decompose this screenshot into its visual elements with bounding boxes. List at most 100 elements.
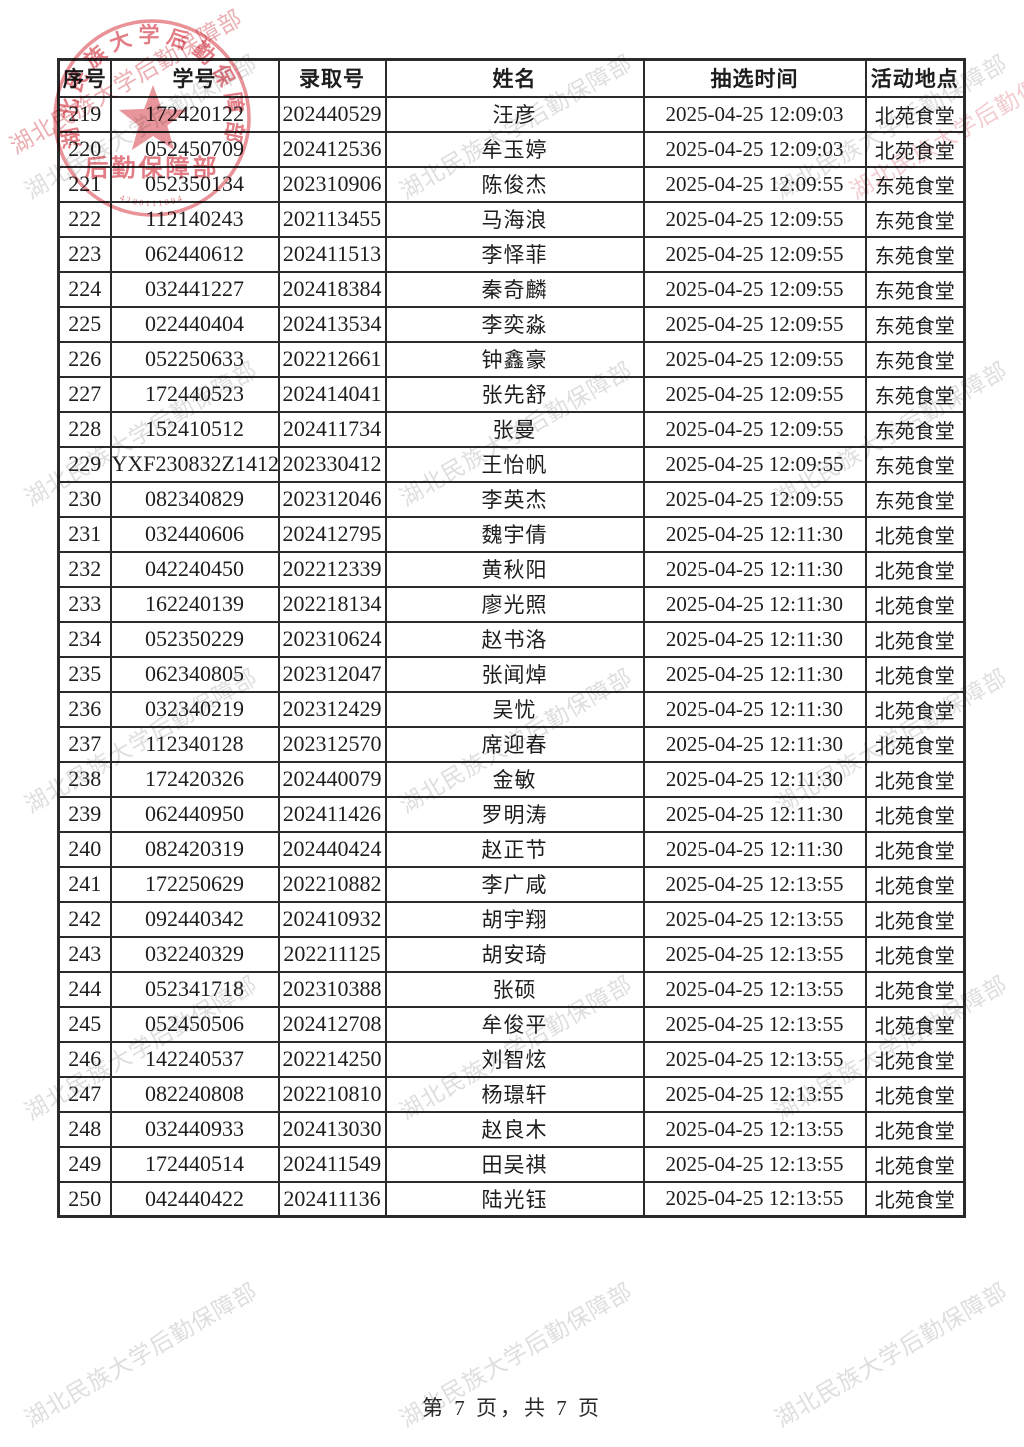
cell-student-id: 082420319 [109,830,280,868]
cell-location: 东苑食堂 [864,410,966,448]
cell-student-id: 052450506 [109,1005,280,1043]
cell-admission-no: 202312046 [277,480,387,518]
table-row: 238 172420326 202440079 金敏 2025-04-25 12:11:… [57,760,966,798]
cell-index: 245 [57,1005,112,1043]
cell-index: 237 [57,725,112,763]
cell-index: 222 [57,200,112,238]
cell-time: 2025-04-25 12:13:55 [642,1040,867,1078]
table-row: 230 082340829 202312046 李英杰 2025-04-25 12:09… [57,480,966,518]
table-row: 234 052350229 202310624 赵书洛 2025-04-25 12:11… [57,620,966,658]
cell-index: 243 [57,935,112,973]
cell-student-id: 032440606 [109,515,280,553]
table-row: 235 062340805 202312047 张闻焯 2025-04-25 12:11… [57,655,966,693]
cell-index: 242 [57,900,112,938]
table-row: 224 032441227 202418384 秦奇麟 2025-04-25 12:09… [57,270,966,308]
cell-index: 236 [57,690,112,728]
cell-student-id: 172420326 [109,760,280,798]
cell-time: 2025-04-25 12:13:55 [642,1110,867,1148]
cell-location: 北苑食堂 [864,1005,966,1043]
cell-time: 2025-04-25 12:09:55 [642,235,867,273]
cell-student-id: 052350134 [109,165,280,203]
cell-name: 陆光钰 [384,1180,645,1218]
table-row: 221 052350134 202310906 陈俊杰 2025-04-25 12:09… [57,165,966,203]
cell-student-id: 172420122 [109,95,280,133]
cell-time: 2025-04-25 12:09:03 [642,130,867,168]
cell-student-id: 052341718 [109,970,280,1008]
cell-student-id: 042240450 [109,550,280,588]
cell-admission-no: 202210810 [277,1075,387,1113]
cell-index: 238 [57,760,112,798]
cell-location: 北苑食堂 [864,935,966,973]
cell-location: 东苑食堂 [864,235,966,273]
cell-time: 2025-04-25 12:13:55 [642,1005,867,1043]
cell-index: 228 [57,410,112,448]
cell-location: 北苑食堂 [864,795,966,833]
table-row: 220 052450709 202412536 牟玉婷 2025-04-25 12:09… [57,130,966,168]
cell-student-id: 052250633 [109,340,280,378]
cell-index: 240 [57,830,112,868]
cell-index: 226 [57,340,112,378]
roster-table: 序号 学号 录取号 姓名 抽选时间 活动地点 219 172420122 20244… [57,58,966,1218]
cell-admission-no: 202330412 [277,445,387,483]
cell-student-id: 152410512 [109,410,280,448]
cell-index: 223 [57,235,112,273]
cell-name: 胡安琦 [384,935,645,973]
cell-admission-no: 202440079 [277,760,387,798]
cell-admission-no: 202310906 [277,165,387,203]
cell-time: 2025-04-25 12:11:30 [642,550,867,588]
cell-time: 2025-04-25 12:09:55 [642,305,867,343]
cell-time: 2025-04-25 12:13:55 [642,865,867,903]
cell-time: 2025-04-25 12:13:55 [642,970,867,1008]
cell-student-id: 062440612 [109,235,280,273]
cell-index: 235 [57,655,112,693]
cell-admission-no: 202218134 [277,585,387,623]
cell-admission-no: 202418384 [277,270,387,308]
page-footer: 第 7 页，共 7 页 [422,1396,602,1420]
cell-time: 2025-04-25 12:11:30 [642,515,867,553]
header-admission-no: 录取号 [277,58,387,98]
cell-time: 2025-04-25 12:09:55 [642,270,867,308]
cell-location: 北苑食堂 [864,655,966,693]
table-row: 219 172420122 202440529 汪彦 2025-04-25 12:09:… [57,95,966,133]
cell-index: 249 [57,1145,112,1183]
cell-name: 赵正节 [384,830,645,868]
cell-name: 吴忧 [384,690,645,728]
cell-admission-no: 202412708 [277,1005,387,1043]
cell-time: 2025-04-25 12:09:03 [642,95,867,133]
cell-time: 2025-04-25 12:09:55 [642,200,867,238]
cell-index: 241 [57,865,112,903]
header-time: 抽选时间 [642,58,867,98]
table-row: 248 032440933 202413030 赵良木 2025-04-25 12:13… [57,1110,966,1148]
cell-time: 2025-04-25 12:11:30 [642,830,867,868]
cell-admission-no: 202312429 [277,690,387,728]
cell-name: 赵良木 [384,1110,645,1148]
cell-location: 北苑食堂 [864,865,966,903]
cell-index: 234 [57,620,112,658]
cell-index: 230 [57,480,112,518]
cell-location: 北苑食堂 [864,1040,966,1078]
cell-student-id: 112140243 [109,200,280,238]
cell-name: 李英杰 [384,480,645,518]
table-row: 223 062440612 202411513 李怿菲 2025-04-25 12:09… [57,235,966,273]
cell-admission-no: 202410932 [277,900,387,938]
cell-location: 北苑食堂 [864,550,966,588]
table-row: 239 062440950 202411426 罗明涛 2025-04-25 12:11… [57,795,966,833]
table-row: 229 YXF230832Z1412 202330412 王怡帆 2025-04-25 … [57,445,966,483]
cell-admission-no: 202412536 [277,130,387,168]
cell-index: 232 [57,550,112,588]
cell-location: 北苑食堂 [864,690,966,728]
cell-index: 219 [57,95,112,133]
cell-admission-no: 202310388 [277,970,387,1008]
cell-admission-no: 202411136 [277,1180,387,1218]
cell-location: 北苑食堂 [864,970,966,1008]
cell-name: 牟俊平 [384,1005,645,1043]
cell-admission-no: 202413534 [277,305,387,343]
cell-admission-no: 202211125 [277,935,387,973]
cell-admission-no: 202212661 [277,340,387,378]
cell-location: 东苑食堂 [864,270,966,308]
cell-student-id: 162240139 [109,585,280,623]
cell-location: 北苑食堂 [864,1110,966,1148]
cell-time: 2025-04-25 12:11:30 [642,690,867,728]
cell-admission-no: 202411426 [277,795,387,833]
table-row: 233 162240139 202218134 廖光照 2025-04-25 12:11… [57,585,966,623]
